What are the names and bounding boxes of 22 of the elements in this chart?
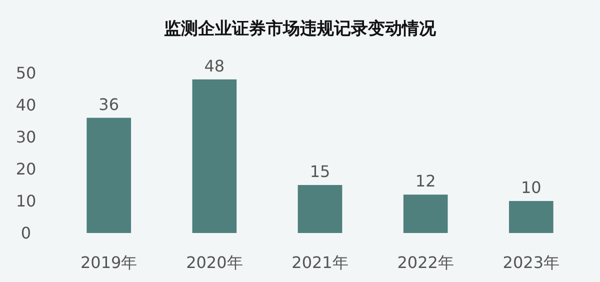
y-tick-label: 20 — [16, 160, 36, 179]
x-tick-label: 2021年 — [292, 253, 348, 272]
data-label: 36 — [98, 94, 120, 114]
bar — [508, 201, 554, 233]
data-label: 15 — [310, 162, 330, 181]
y-tick-label: 10 — [16, 192, 36, 211]
y-tick-label: 0 — [20, 224, 32, 243]
bar — [192, 79, 237, 233]
y-tick-label: 50 — [16, 64, 36, 83]
x-tick-label: 2019年 — [80, 253, 138, 272]
data-label: 48 — [204, 56, 225, 76]
y-tick-label: 40 — [16, 96, 36, 115]
chart-title: 监测企业证券市场违规记录变动情况 — [164, 19, 437, 39]
y-tick-label: 30 — [16, 128, 36, 147]
data-label: 12 — [415, 172, 436, 191]
x-tick-label: 2020年 — [186, 253, 243, 272]
x-tick-label: 2023年 — [502, 253, 560, 272]
bar — [86, 118, 132, 233]
x-tick-label: 2022年 — [397, 253, 454, 272]
data-label: 10 — [520, 178, 542, 197]
bar — [298, 185, 342, 233]
bar — [403, 194, 448, 233]
